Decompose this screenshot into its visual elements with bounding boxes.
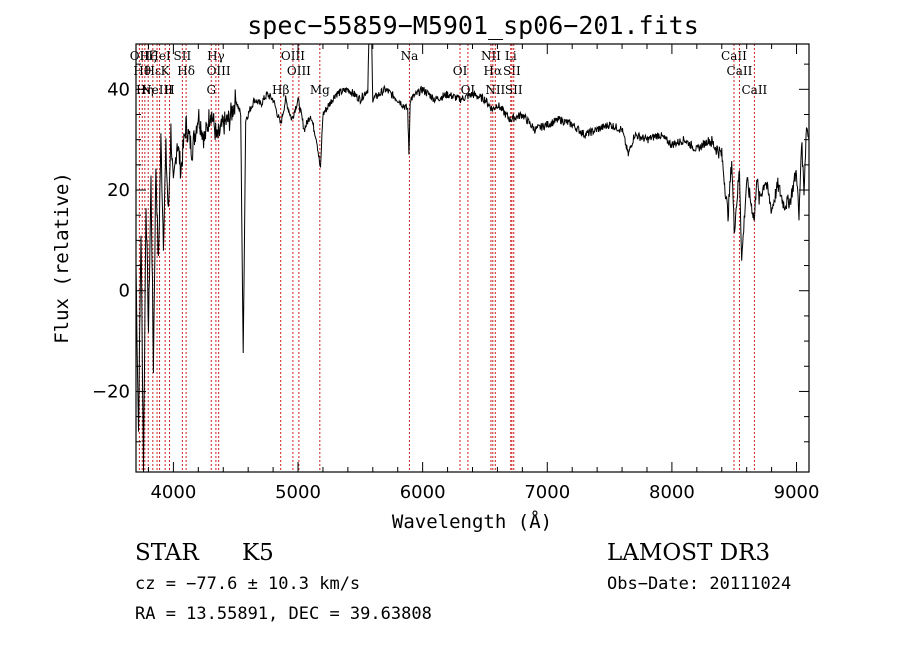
line-marker-label: Hη	[136, 83, 154, 97]
x-axis: 4000 5000 6000 7000 8000 9000	[147, 44, 820, 503]
object-class: STAR	[135, 540, 199, 566]
y-tick-label: −20	[92, 381, 130, 402]
line-marker-label: CaII	[741, 83, 767, 97]
spectrum-series	[135, 43, 810, 473]
line-marker-label: SII	[174, 49, 192, 63]
line-marker-label: H	[164, 83, 174, 97]
line-marker-label: Hθ	[133, 64, 151, 78]
line-marker-label: SII	[505, 83, 523, 97]
plot-frame	[135, 43, 810, 473]
line-marker-label: G	[206, 83, 216, 97]
y-tick-label: 20	[107, 180, 130, 201]
coordinates: RA = 13.55891, DEC = 39.63808	[135, 604, 432, 624]
line-marker-label: Hα	[484, 64, 503, 78]
line-markers: OIIHθHηHζHεNeIIIHeIKHSIIHδGHγOIIIHβOIIIO…	[130, 44, 768, 472]
line-marker-label: Mg	[310, 83, 330, 97]
x-tick-label: 4000	[150, 482, 196, 503]
redshift-readout: cz = −77.6 ± 10.3 km/s	[135, 574, 361, 594]
line-marker-label: HeI	[148, 49, 171, 63]
x-tick-label: 7000	[524, 482, 570, 503]
spectrum-line	[135, 43, 810, 473]
chart-title: spec−55859−M5901_sp06−201.fits	[247, 11, 699, 40]
obs-date: Obs−Date: 20111024	[607, 574, 792, 594]
y-tick-label: 0	[119, 281, 130, 302]
x-tick-label: 6000	[400, 482, 446, 503]
x-tick-label: 8000	[649, 482, 695, 503]
x-tick-label: 5000	[275, 482, 321, 503]
line-marker-label: OIII	[207, 64, 231, 78]
line-marker-label: OI	[453, 64, 468, 78]
line-marker-label: CaII	[727, 64, 753, 78]
line-marker-label: CaII	[721, 49, 747, 63]
object-subclass: K5	[242, 540, 274, 566]
line-marker-label: Na	[401, 49, 419, 63]
line-marker-label: NII	[485, 83, 505, 97]
x-tick-label: 9000	[774, 482, 820, 503]
line-marker-label: Hγ	[207, 49, 225, 63]
line-marker-label: Hε	[144, 64, 161, 78]
y-axis-label: Flux (relative)	[51, 172, 73, 344]
line-marker-label: OIII	[287, 64, 311, 78]
y-axis: −20 0 20 40	[92, 63, 809, 443]
line-marker-label: K	[161, 64, 171, 78]
line-marker-label: Hβ	[272, 83, 289, 97]
line-marker-label: SII	[503, 64, 521, 78]
x-axis-label: Wavelength (Å)	[392, 510, 552, 533]
line-marker-label: OIII	[281, 49, 305, 63]
line-marker-label: NII	[481, 49, 501, 63]
line-marker-label: Li	[505, 49, 517, 63]
y-tick-label: 40	[107, 79, 130, 100]
survey-name: LAMOST DR3	[607, 540, 771, 566]
line-marker-label: Hδ	[177, 64, 195, 78]
